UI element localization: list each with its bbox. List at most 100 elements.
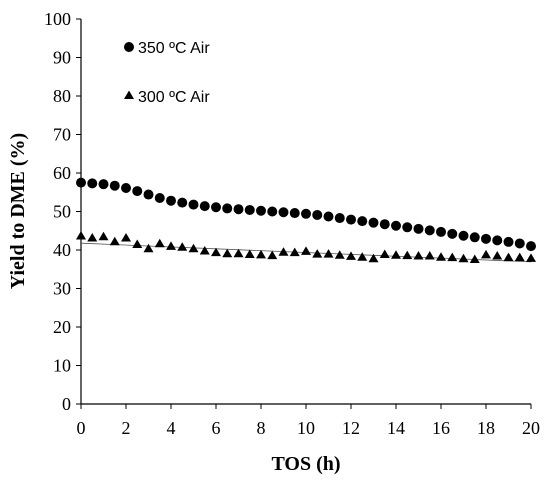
data-point-350-c-air — [211, 202, 221, 213]
data-point-350-c-air — [481, 233, 491, 244]
data-point-350-c-air — [424, 225, 435, 236]
data-point-350-c-air — [458, 230, 469, 241]
legend-label-350c-air: 350 ºC Air — [138, 40, 210, 57]
data-point-300-c-air — [222, 248, 233, 258]
data-point-350-c-air — [76, 177, 86, 188]
data-point-350-c-air — [514, 238, 525, 249]
data-point-300-c-air — [211, 247, 221, 257]
data-point-350-c-air — [413, 223, 424, 234]
data-point-300-c-air — [98, 231, 109, 241]
data-point-350-c-air — [368, 217, 379, 228]
data-point-350-c-air — [256, 205, 266, 216]
data-point-350-c-air — [312, 209, 323, 220]
data-point-300-c-air — [244, 249, 255, 259]
data-point-350-c-air — [267, 206, 278, 217]
data-point-300-c-air — [199, 246, 210, 255]
data-point-350-c-air — [177, 197, 188, 208]
data-point-350-c-air — [469, 232, 480, 243]
data-point-350-c-air — [402, 222, 413, 233]
data-point-300-c-air — [346, 251, 356, 260]
y-tick-label: 60 — [53, 163, 71, 183]
data-point-300-c-air — [357, 252, 368, 261]
data-point-300-c-air — [469, 254, 480, 264]
data-point-300-c-air — [278, 247, 289, 256]
legend-marker-300c-air — [124, 90, 134, 99]
y-tick-label: 40 — [53, 240, 71, 260]
y-tick-label: 50 — [53, 202, 71, 222]
data-point-300-c-air — [514, 252, 525, 262]
data-point-350-c-air — [87, 178, 98, 189]
data-point-350-c-air — [357, 216, 368, 227]
data-point-350-c-air — [143, 189, 154, 200]
y-axis-title: Yield to DME (%) — [7, 133, 29, 289]
data-point-300-c-air — [301, 246, 311, 255]
data-point-350-c-air — [278, 207, 289, 218]
data-point-300-c-air — [177, 242, 188, 251]
data-point-300-c-air — [391, 250, 401, 259]
x-tick-label: 14 — [387, 418, 405, 438]
x-tick-label: 2 — [122, 418, 131, 438]
data-point-350-c-air — [166, 195, 176, 206]
data-point-300-c-air — [143, 243, 154, 253]
data-point-350-c-air — [391, 220, 401, 231]
data-point-350-c-air — [199, 201, 210, 212]
data-point-300-c-air — [166, 241, 176, 250]
legend-label-300c-air: 300 ºC Air — [138, 89, 210, 106]
data-point-300-c-air — [436, 252, 446, 261]
data-point-300-c-air — [256, 249, 266, 259]
data-point-300-c-air — [458, 253, 469, 263]
data-point-300-c-air — [368, 253, 379, 263]
data-point-300-c-air — [109, 236, 120, 246]
legend: 350 ºC Air 300 ºC Air — [124, 40, 210, 106]
y-tick-label: 80 — [53, 86, 71, 106]
data-point-350-c-air — [98, 179, 109, 190]
data-point-350-c-air — [301, 208, 311, 219]
data-point-300-c-air — [267, 250, 278, 260]
data-point-350-c-air — [492, 235, 503, 246]
data-point-350-c-air — [346, 214, 356, 225]
x-tick-label: 10 — [297, 418, 315, 438]
data-point-300-c-air — [334, 250, 345, 259]
data-point-300-c-air — [76, 231, 86, 240]
data-point-350-c-air — [222, 203, 233, 214]
y-tick-label: 30 — [53, 279, 71, 299]
data-point-300-c-air — [188, 243, 199, 253]
data-point-350-c-air — [436, 226, 446, 237]
data-point-300-c-air — [233, 248, 244, 258]
x-tick-label: 20 — [522, 418, 540, 438]
y-tick-label: 20 — [53, 317, 71, 337]
data-point-350-c-air — [323, 211, 334, 222]
data-point-350-c-air — [334, 213, 345, 224]
data-point-350-c-air — [132, 186, 143, 197]
data-point-300-c-air — [154, 238, 165, 248]
legend-marker-350c-air — [124, 42, 134, 52]
plot-area: 0 10 20 30 40 50 60 70 80 90 100 0 2 4 6 8 10 12 14 16 18 20 — [44, 9, 540, 438]
x-axis-title: TOS (h) — [271, 453, 340, 475]
y-tick-label: 70 — [53, 125, 71, 145]
x-tick-label: 6 — [212, 418, 221, 438]
data-point-300-c-air — [132, 239, 143, 248]
x-tick-label: 4 — [167, 418, 176, 438]
data-point-300-c-air — [447, 252, 458, 262]
x-tick-label: 0 — [77, 418, 86, 438]
y-tick-label: 0 — [62, 394, 71, 414]
y-tick-label: 100 — [44, 9, 71, 29]
data-point-300-c-air — [503, 252, 514, 262]
data-point-300-c-air — [289, 247, 300, 257]
data-point-350-c-air — [244, 204, 255, 215]
data-point-300-c-air — [424, 251, 435, 260]
data-point-350-c-air — [154, 193, 165, 204]
data-point-300-c-air — [379, 249, 390, 259]
data-point-350-c-air — [289, 208, 300, 219]
data-point-350-c-air — [379, 219, 390, 230]
data-point-300-c-air — [402, 250, 413, 260]
data-point-350-c-air — [447, 228, 458, 239]
data-point-350-c-air — [233, 204, 244, 215]
y-tick-label: 10 — [53, 356, 71, 376]
x-tick-label: 18 — [477, 418, 495, 438]
data-point-350-c-air — [109, 180, 120, 191]
data-point-300-c-air — [413, 251, 424, 260]
data-point-350-c-air — [526, 241, 536, 252]
x-tick-label: 16 — [432, 418, 450, 438]
